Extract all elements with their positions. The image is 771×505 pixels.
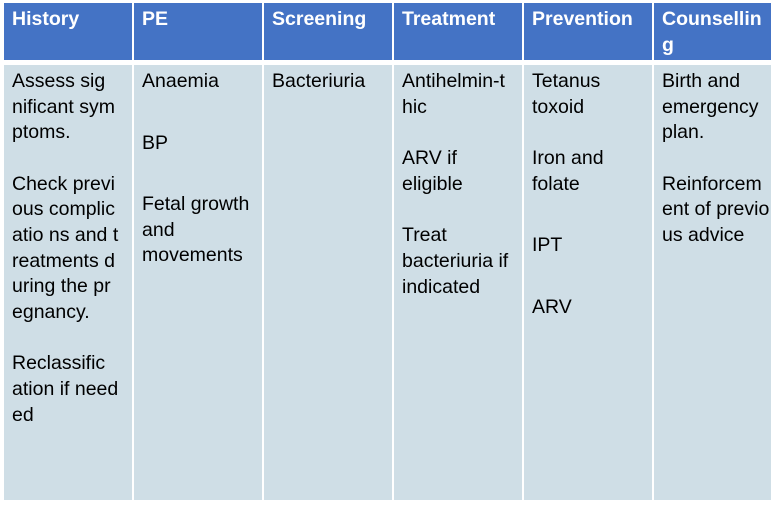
cell-screening: Bacteriuria xyxy=(264,65,392,500)
cell-treatment: Antihelmin-thic ARV if eligible Treat ba… xyxy=(394,65,522,500)
history-item: Reclassific ation if needed xyxy=(12,352,119,426)
cell-prevention: Tetanus toxoid Iron and folate IPT ARV xyxy=(524,65,652,500)
counselling-item: Reinforcem ent of previous advice xyxy=(662,172,770,246)
history-item: Check previous complicatio ns and treatm… xyxy=(12,172,119,323)
pe-item: Fetal growth and movements xyxy=(142,193,250,267)
header-treatment: Treatment xyxy=(394,3,522,60)
cell-history: Assess significant symptoms. Check previ… xyxy=(4,65,132,500)
pe-item: BP xyxy=(142,131,169,154)
treatment-item: Antihelmin-thic xyxy=(402,70,505,118)
header-screening: Screening xyxy=(264,3,392,60)
pe-item: Anaemia xyxy=(142,70,219,92)
treatment-item: ARV if eligible xyxy=(402,147,463,195)
cell-counselling: Birth and emergency plan. Reinforcem ent… xyxy=(654,65,771,500)
header-counselling: Counsellin g xyxy=(654,3,771,60)
prevention-item: Tetanus toxoid xyxy=(532,70,601,118)
counselling-item: Birth and emergency plan. xyxy=(662,70,759,144)
prevention-item: ARV xyxy=(532,295,572,318)
screening-item: Bacteriuria xyxy=(272,70,366,92)
history-item: Assess significant symptoms. xyxy=(12,70,115,144)
anc-visit-table: History PE Screening Treatment Preventio… xyxy=(4,3,771,500)
header-history: History xyxy=(4,3,132,60)
header-pe: PE xyxy=(134,3,262,60)
header-prevention: Prevention xyxy=(524,3,652,60)
prevention-item: Iron and folate xyxy=(532,147,604,195)
treatment-item: Treat bacteriuria if indicated xyxy=(402,224,509,298)
cell-pe: Anaemia BP Fetal growth and movements xyxy=(134,65,262,500)
prevention-item: IPT xyxy=(532,234,563,257)
